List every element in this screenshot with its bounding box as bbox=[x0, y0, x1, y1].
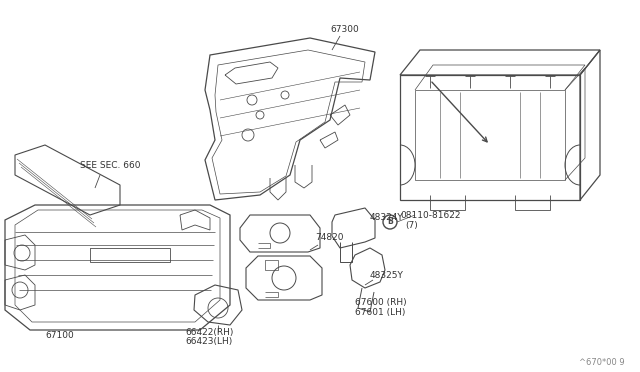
Text: 67300: 67300 bbox=[330, 25, 359, 34]
Text: (7): (7) bbox=[405, 221, 418, 230]
Text: 48325Y: 48325Y bbox=[370, 271, 404, 280]
Text: ^670*00 9: ^670*00 9 bbox=[579, 358, 625, 367]
Text: 74820: 74820 bbox=[315, 233, 344, 242]
Text: 67600 (RH): 67600 (RH) bbox=[355, 298, 406, 307]
Circle shape bbox=[383, 215, 397, 229]
Text: SEE SEC. 660: SEE SEC. 660 bbox=[80, 161, 141, 170]
Text: 66423(LH): 66423(LH) bbox=[185, 337, 232, 346]
Text: 67601 (LH): 67601 (LH) bbox=[355, 308, 405, 317]
Text: 66422(RH): 66422(RH) bbox=[185, 328, 234, 337]
Text: 08110-81622: 08110-81622 bbox=[400, 211, 461, 220]
Text: B: B bbox=[387, 218, 393, 227]
Text: 67100: 67100 bbox=[45, 331, 74, 340]
Text: 48324Y: 48324Y bbox=[370, 213, 404, 222]
